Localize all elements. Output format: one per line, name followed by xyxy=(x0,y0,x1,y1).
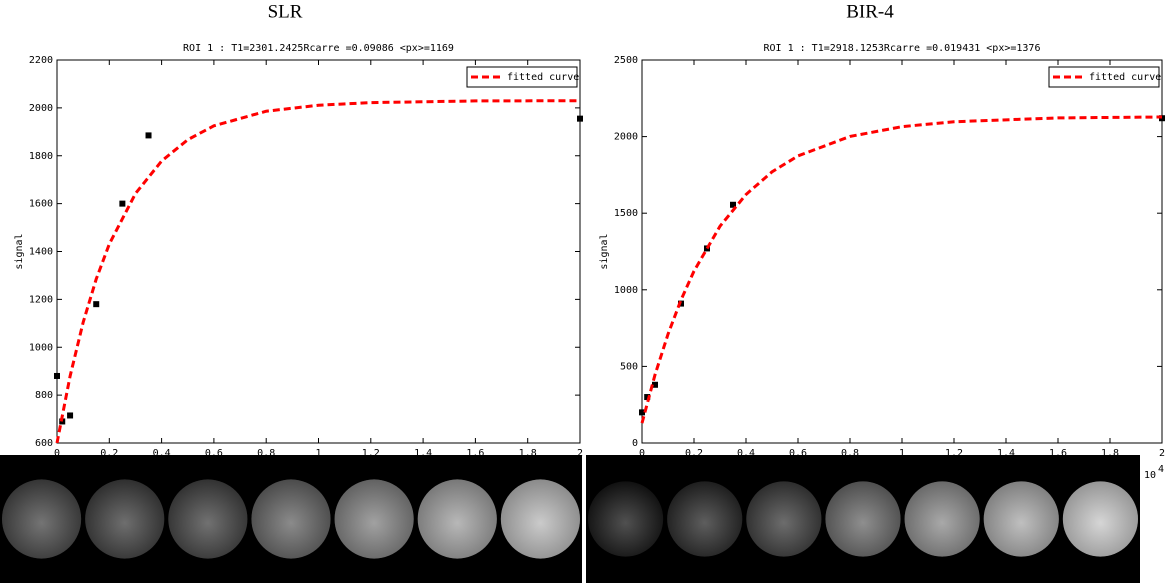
plot-frame xyxy=(56,59,581,444)
y-tick-label: 1400 xyxy=(29,247,53,258)
plot-frame xyxy=(641,59,1163,444)
x-tick-label: 1.2 xyxy=(362,448,380,459)
phantom-shade xyxy=(500,479,580,559)
x-tick-label: 1.4 xyxy=(997,448,1015,459)
y-axis-label: signal xyxy=(14,233,25,269)
phantom-shade xyxy=(904,481,980,557)
x-tick-label: 0.6 xyxy=(205,448,223,459)
y-tick-label: 0 xyxy=(632,438,638,449)
y-tick-label: 2000 xyxy=(614,132,638,143)
legend-box xyxy=(1048,66,1160,88)
legend-label: fitted curve xyxy=(507,72,579,83)
phantom-shade xyxy=(85,479,165,559)
data-point xyxy=(67,412,74,419)
phantom-shade xyxy=(168,479,248,559)
x-tick-label: 0.8 xyxy=(841,448,859,459)
phantom-shade xyxy=(983,481,1059,557)
x-tick-label: 1.8 xyxy=(519,448,537,459)
data-point xyxy=(145,132,152,139)
x-tick-label: 0.2 xyxy=(100,448,118,459)
phantom-shade xyxy=(746,481,822,557)
chart-title: ROI 1 : T1=2301.2425Rcarre =0.09086 <px>… xyxy=(183,43,454,54)
y-tick-label: 1500 xyxy=(614,208,638,219)
legend-label: fitted curve xyxy=(1089,72,1161,83)
y-tick-label: 2200 xyxy=(29,55,53,66)
x-tick-label: 0 xyxy=(54,448,60,459)
x-tick-label: 0 xyxy=(639,448,645,459)
x-tick-label: 1.6 xyxy=(1049,448,1067,459)
x-tick-label: 0.2 xyxy=(685,448,703,459)
x-scale-label: x 10 xyxy=(550,470,574,481)
x-tick-label: 2 xyxy=(1159,448,1165,459)
y-tick-label: 1000 xyxy=(614,285,638,296)
x-axis-label: TI xyxy=(312,462,324,473)
data-point xyxy=(577,115,583,122)
y-tick-label: 500 xyxy=(620,361,638,372)
data-point xyxy=(54,372,60,379)
y-tick-label: 1000 xyxy=(29,342,53,353)
x-scale-exponent: 4 xyxy=(576,464,582,475)
x-tick-label: 1.4 xyxy=(414,448,432,459)
data-point xyxy=(119,200,126,207)
y-tick-label: 2500 xyxy=(614,55,638,66)
phantom-shade xyxy=(334,479,414,559)
chart-title: ROI 1 : T1=2918.1253Rcarre =0.019431 <px… xyxy=(764,43,1041,54)
x-tick-label: 2 xyxy=(577,448,583,459)
phantom-shade xyxy=(825,481,901,557)
chart-heading: SLR xyxy=(268,1,303,22)
plot-area xyxy=(54,99,583,443)
x-tick-label: 0.4 xyxy=(737,448,755,459)
x-tick-label: 1.6 xyxy=(466,448,484,459)
phantom-shade xyxy=(417,479,497,559)
x-scale-exponent: 4 xyxy=(1158,464,1164,475)
x-tick-label: 1.8 xyxy=(1101,448,1119,459)
y-tick-label: 800 xyxy=(35,390,53,401)
data-point xyxy=(652,381,658,388)
chart-heading: BIR-4 xyxy=(846,1,894,22)
y-tick-label: 2000 xyxy=(29,103,53,114)
phantom-shade xyxy=(2,479,82,559)
x-tick-label: 0.4 xyxy=(153,448,171,459)
y-tick-label: 600 xyxy=(35,438,53,449)
x-scale-label: x 10 xyxy=(1132,470,1156,481)
phantom-shade xyxy=(588,481,664,557)
data-point xyxy=(644,394,651,401)
phantom-shade xyxy=(667,481,743,557)
data-point xyxy=(730,201,736,208)
y-tick-label: 1600 xyxy=(29,199,53,210)
y-tick-label: 1200 xyxy=(29,294,53,305)
data-point xyxy=(639,409,645,416)
x-tick-label: 1 xyxy=(315,448,321,459)
y-tick-label: 1800 xyxy=(29,151,53,162)
x-tick-label: 0.6 xyxy=(789,448,807,459)
x-tick-label: 0.8 xyxy=(257,448,275,459)
fitted-curve xyxy=(55,99,581,443)
y-axis-label: signal xyxy=(599,233,610,269)
data-point xyxy=(93,301,100,308)
x-axis-label: TI xyxy=(896,462,908,473)
phantom-shade xyxy=(251,479,331,559)
phantom-shade xyxy=(1062,481,1138,557)
x-tick-label: 1 xyxy=(899,448,905,459)
plot-area xyxy=(639,115,1165,424)
legend-box xyxy=(466,66,578,88)
x-tick-label: 1.2 xyxy=(945,448,963,459)
